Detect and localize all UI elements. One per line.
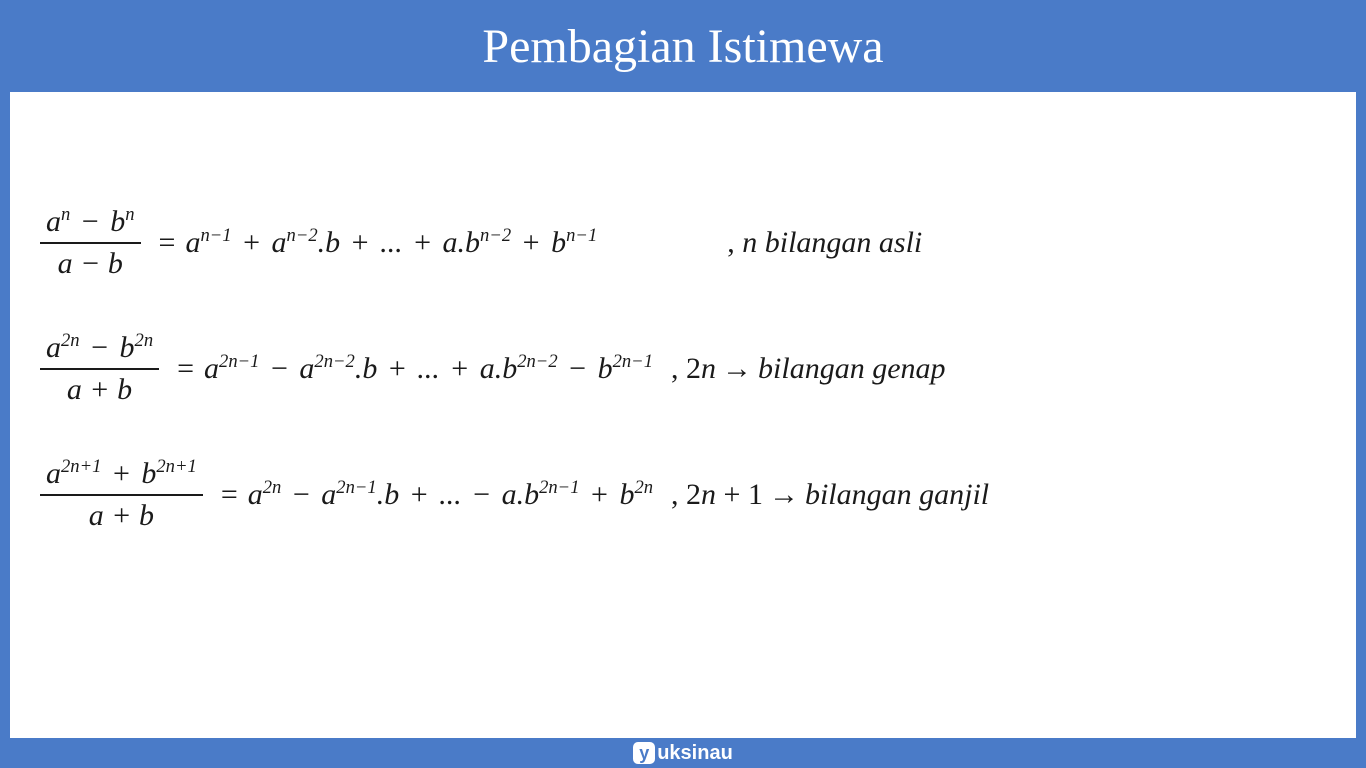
rhs: a2n − a2n−1.b + ... − a.b2n−1 + b2n — [248, 478, 653, 512]
equation-row: a2n − b2n a + b = a2n−1 − a2n−2.b + ... … — [40, 328, 1326, 410]
fraction: an − bn a − b — [40, 202, 141, 284]
numerator: an − bn — [40, 202, 141, 242]
equation-row: a2n+1 + b2n+1 a + b = a2n − a2n−1.b + ..… — [40, 454, 1326, 536]
fraction: a2n − b2n a + b — [40, 328, 159, 410]
denominator: a + b — [61, 370, 138, 410]
equals-sign: = — [167, 352, 204, 386]
denominator: a + b — [83, 496, 160, 536]
condition: , n bilangan asli — [727, 226, 922, 260]
numerator: a2n+1 + b2n+1 — [40, 454, 203, 494]
slide-footer: yuksinau — [0, 738, 1366, 768]
slide-header: Pembagian Istimewa — [0, 0, 1366, 92]
brand-logo-icon: y — [633, 742, 655, 764]
equals-sign: = — [211, 478, 248, 512]
equation-row: an − bn a − b = an−1 + an−2.b + ... + a.… — [40, 202, 1326, 284]
rhs: an−1 + an−2.b + ... + a.bn−2 + bn−1 — [185, 226, 597, 260]
denominator: a − b — [52, 244, 129, 284]
slide-title: Pembagian Istimewa — [482, 19, 883, 74]
fraction: a2n+1 + b2n+1 a + b — [40, 454, 203, 536]
condition: , 2n + 1→bilangan ganjil — [671, 478, 989, 512]
condition: , 22nn→bilangan genap — [671, 352, 946, 386]
rhs: a2n−1 − a2n−2.b + ... + a.b2n−2 − b2n−1 — [204, 352, 653, 386]
equals-sign: = — [149, 226, 186, 260]
brand-text: uksinau — [657, 742, 733, 765]
slide-content: an − bn a − b = an−1 + an−2.b + ... + a.… — [10, 92, 1356, 738]
numerator: a2n − b2n — [40, 328, 159, 368]
